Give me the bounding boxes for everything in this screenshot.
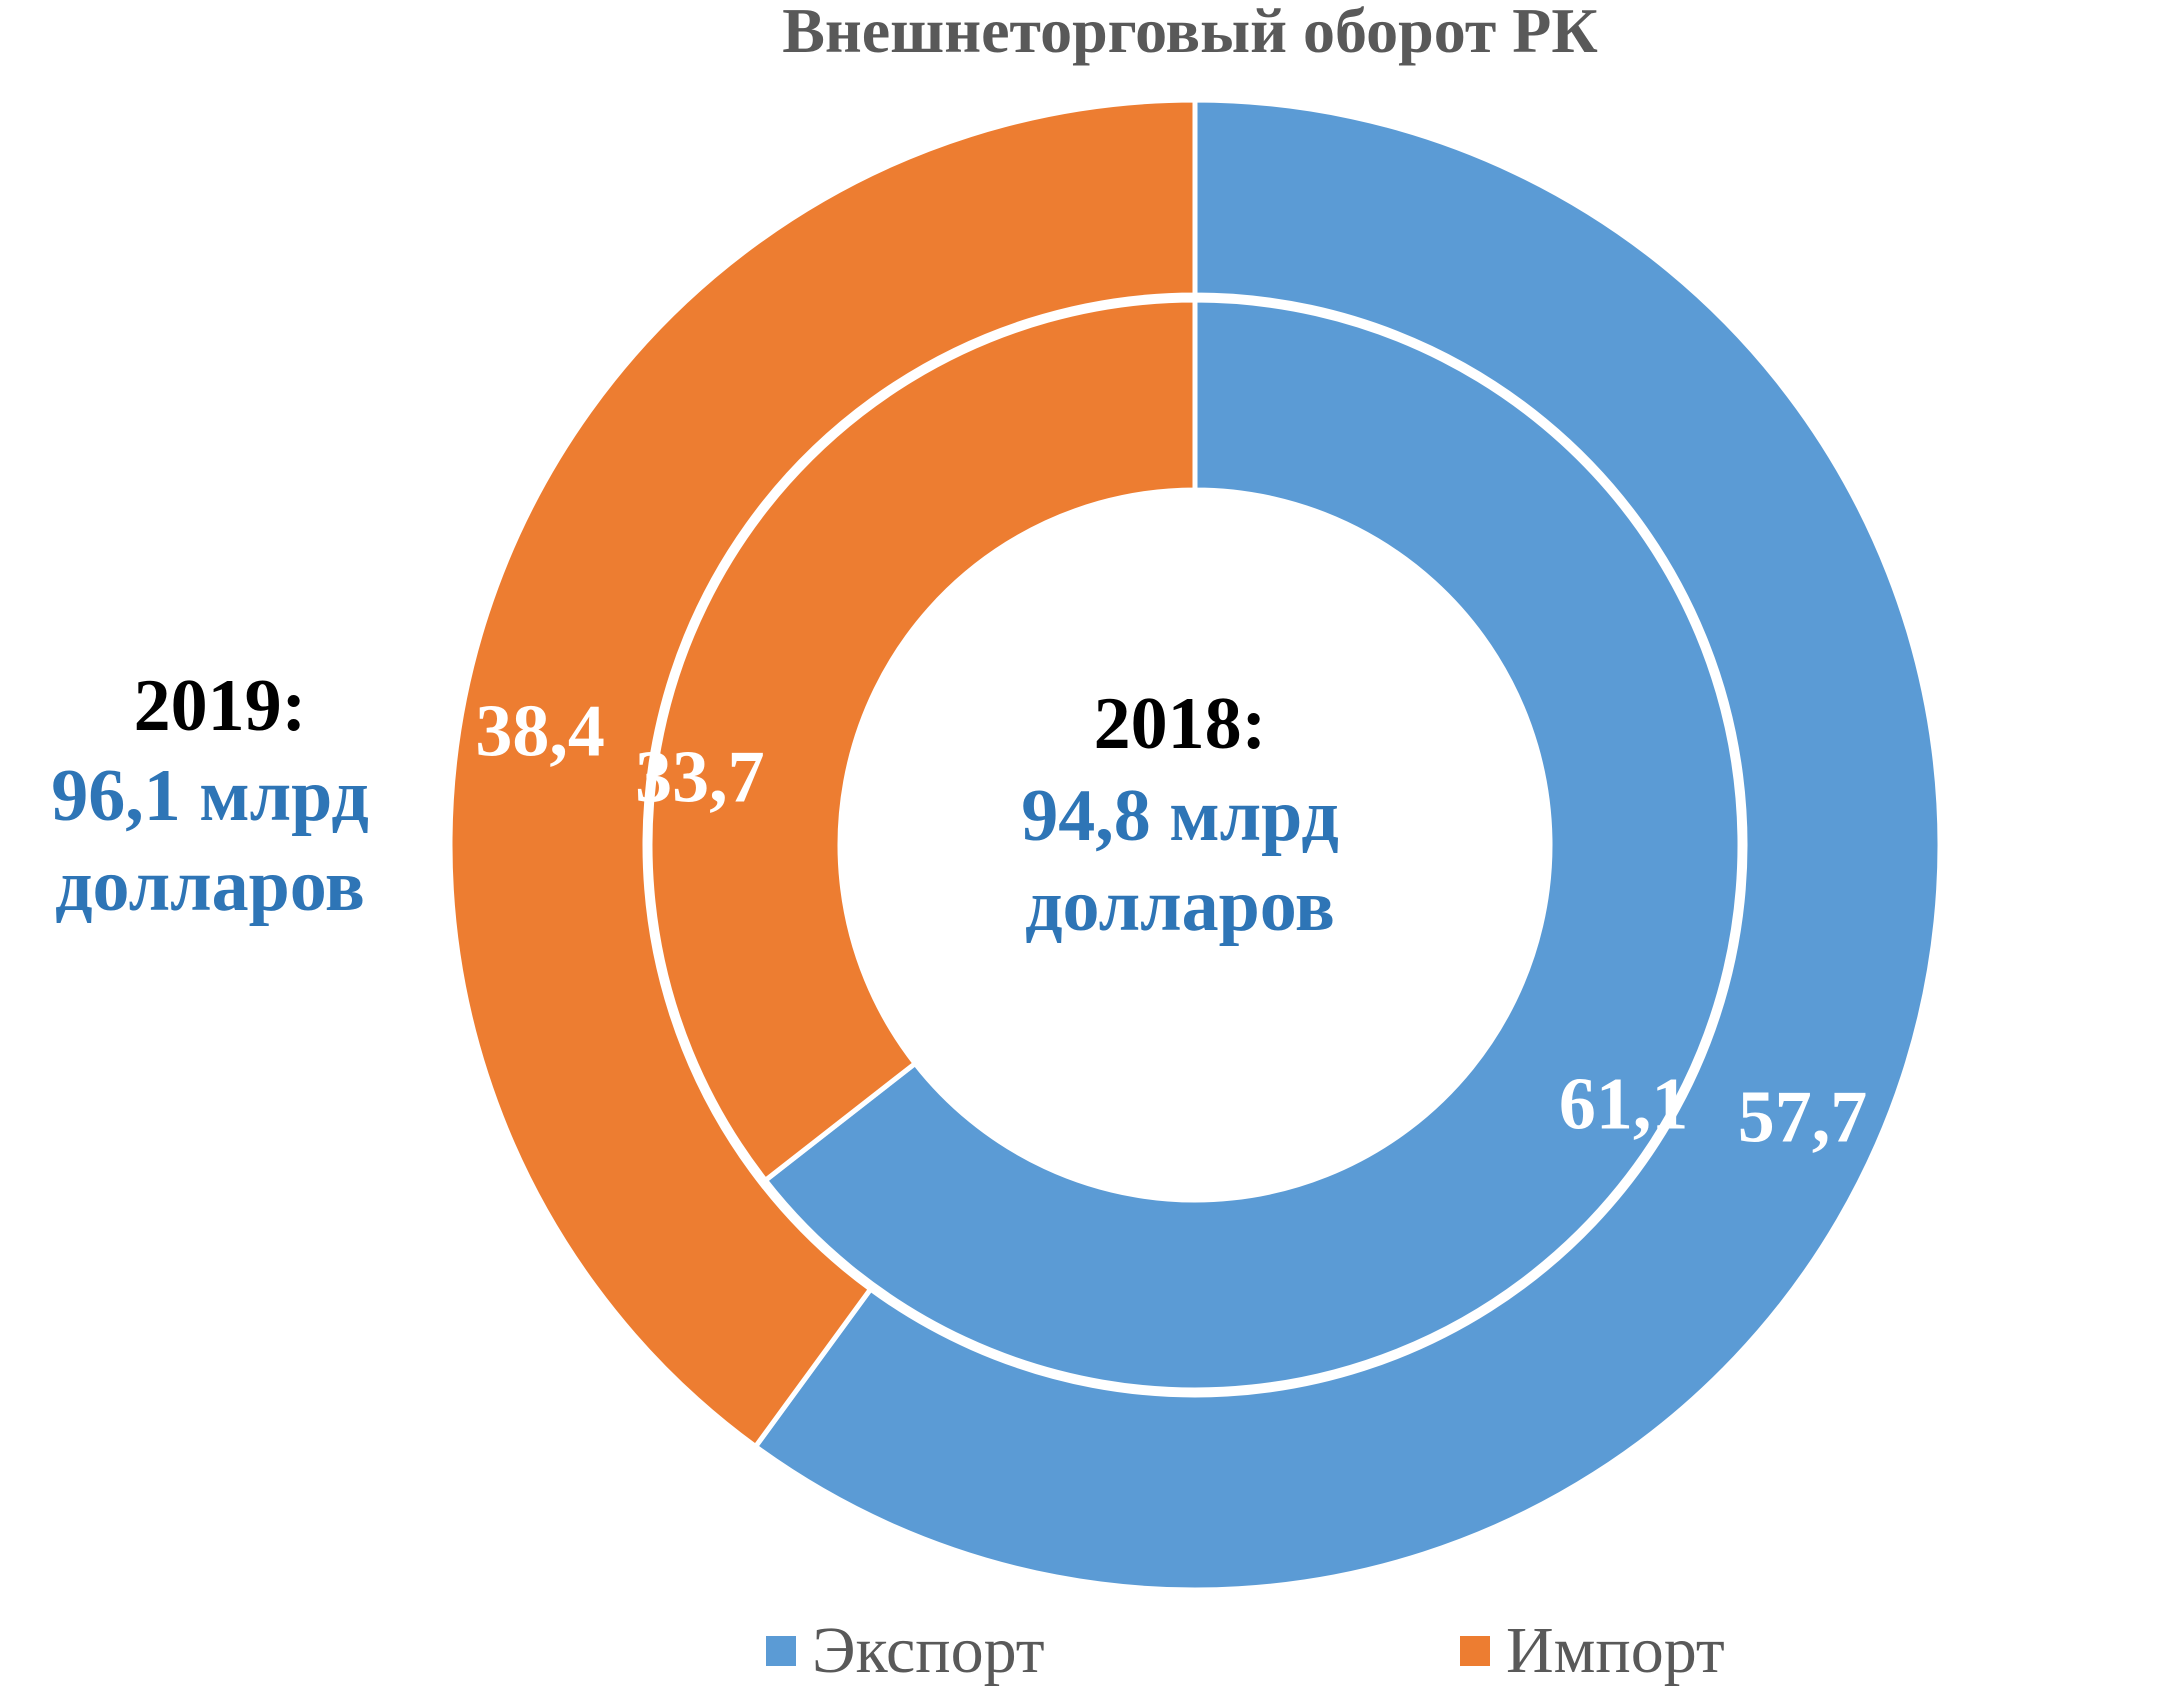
slice-2019-export — [752, 97, 1943, 1593]
slice-label-2018-export: 61,1 — [1559, 1064, 1689, 1146]
slice-2018-export — [761, 297, 1743, 1393]
slice-2018-import — [647, 297, 1198, 1184]
slice-labels: 61,1 33,7 57,7 38,4 — [475, 691, 1867, 1159]
legend-swatch-import — [1460, 1636, 1490, 1666]
slice-2019-import — [447, 97, 1198, 1451]
caption-2018-total: 94,8 млрд — [1021, 775, 1339, 857]
caption-2019-total: 96,1 млрд — [51, 755, 369, 837]
slice-label-2018-import: 33,7 — [635, 736, 765, 818]
chart-title: Внешнеторговый оборот РК — [782, 0, 1598, 66]
caption-2019-year: 2019: — [134, 665, 307, 747]
slice-label-2019-export: 57,7 — [1738, 1076, 1868, 1158]
caption-2018-unit: долларов — [1025, 865, 1335, 947]
caption-2018-year: 2018: — [1094, 683, 1267, 765]
legend-label-export: Экспорт — [812, 1614, 1045, 1687]
slice-label-2019-import: 38,4 — [475, 691, 605, 773]
caption-2019-unit: долларов — [55, 845, 365, 927]
chart-legend: Экспорт Импорт — [766, 1614, 1725, 1687]
legend-label-import: Импорт — [1506, 1614, 1725, 1687]
donut-rings — [447, 97, 1943, 1593]
legend-swatch-export — [766, 1636, 796, 1666]
